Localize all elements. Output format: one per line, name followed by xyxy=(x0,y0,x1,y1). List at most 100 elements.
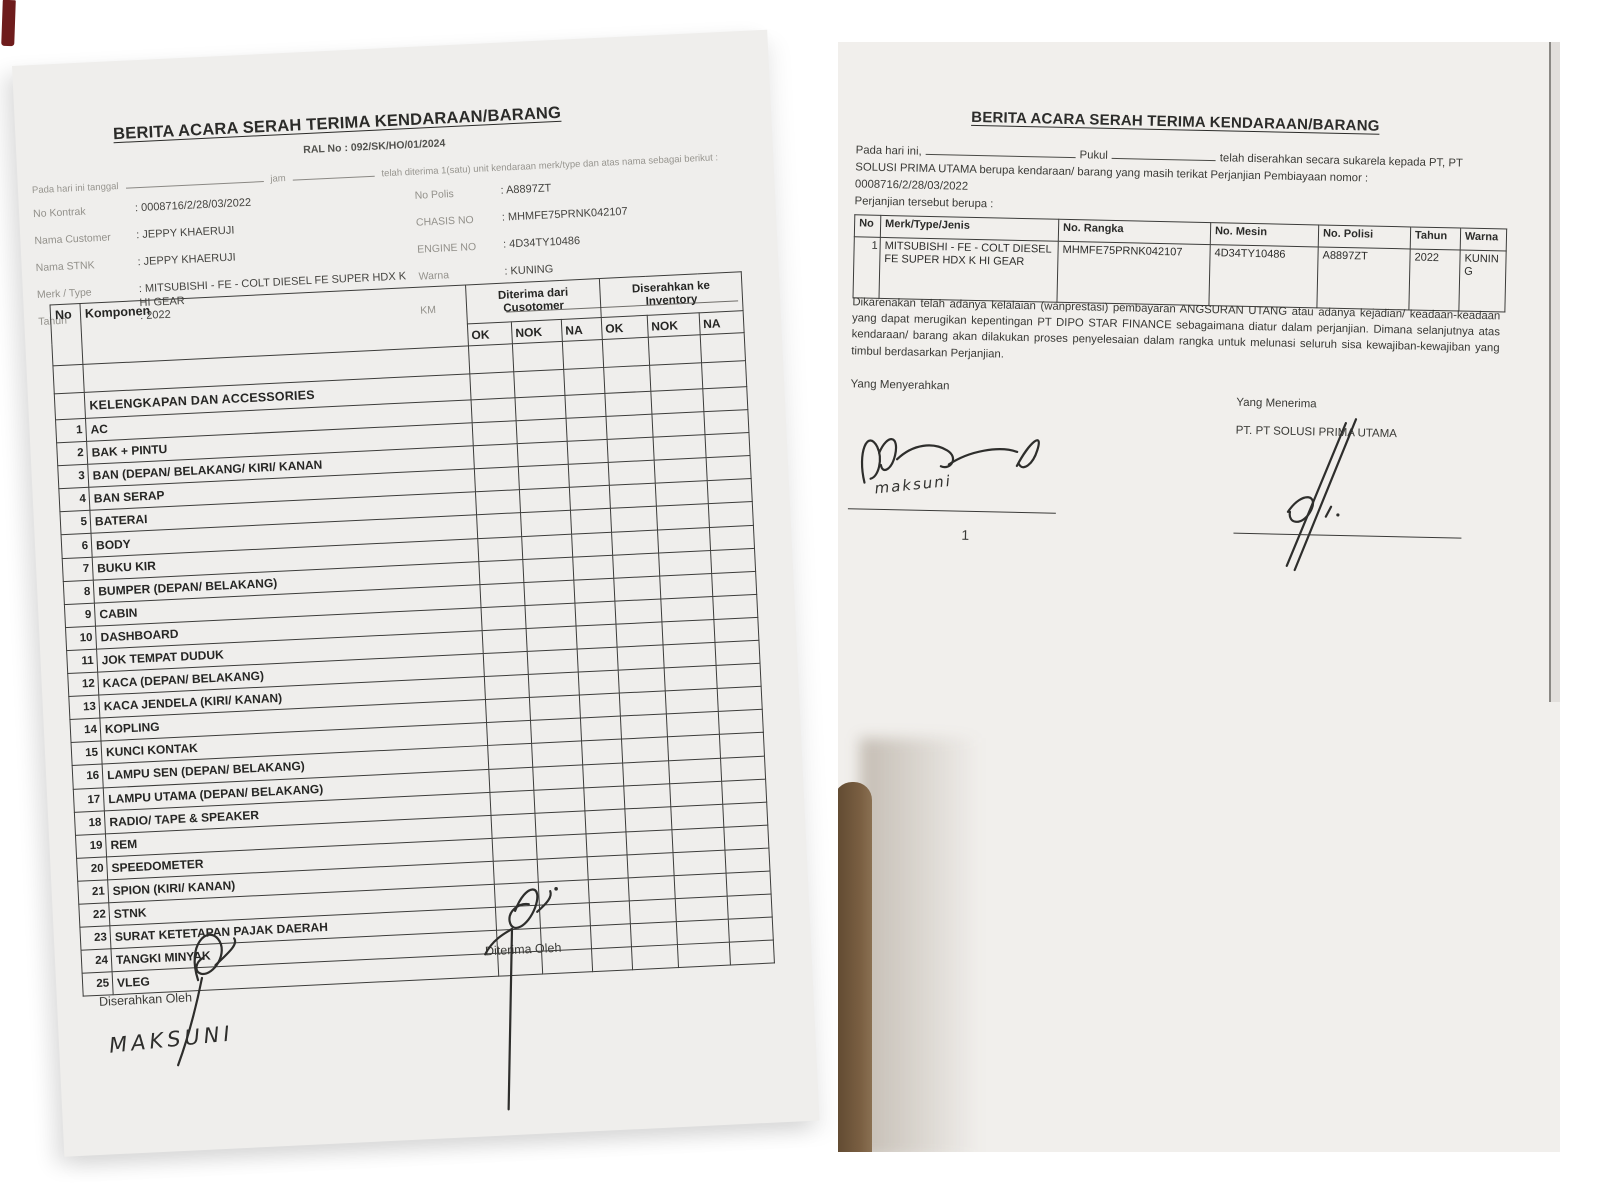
checkbox-cell xyxy=(483,651,529,677)
checkbox-cell xyxy=(481,605,527,631)
cell xyxy=(54,392,86,420)
signature-menerima-icon xyxy=(1285,418,1358,572)
checkbox-cell xyxy=(703,409,750,435)
signature-menyerahkan-icon xyxy=(860,438,1040,484)
row-number: 13 xyxy=(68,695,100,720)
checkbox-cell xyxy=(492,836,538,862)
checkbox-cell xyxy=(607,437,655,463)
checkbox-cell xyxy=(700,332,746,363)
checkbox-cell xyxy=(606,414,654,440)
checkbox-cell xyxy=(488,766,534,793)
checkbox-cell xyxy=(490,812,537,839)
checkbox-cell xyxy=(666,711,720,738)
left-page: BERITA ACARA SERAH TERIMA KENDARAAN/BARA… xyxy=(12,29,820,1157)
checkbox-cell xyxy=(722,801,768,828)
row-number: 25 xyxy=(82,971,114,997)
checkbox-cell xyxy=(474,466,520,493)
vehicle-mesin: 4D34TY10486 xyxy=(1208,244,1319,308)
checkbox-cell xyxy=(522,556,574,583)
right-intro: Pada hari ini, Pukul telah diserahkan seca… xyxy=(854,142,1527,225)
body-paragraph: Dikarenakan telah adanya kelalaian (wanp… xyxy=(851,296,1501,361)
field-value: : A8897ZT xyxy=(500,182,552,197)
row-number: 12 xyxy=(67,672,99,697)
row-number: 14 xyxy=(69,718,102,743)
checkbox-cell xyxy=(580,716,622,742)
row-number: 21 xyxy=(77,879,109,905)
checkbox-cell xyxy=(590,923,632,949)
intro-suffix: telah diserahkan secara sukarela kepada … xyxy=(1219,152,1463,170)
vehicle-no: 1 xyxy=(853,236,881,299)
components-table: No Komponen Diterima dari Cusotomer Diser… xyxy=(49,271,775,997)
row-number: 6 xyxy=(61,533,93,559)
row-number: 16 xyxy=(72,764,104,789)
checkbox-cell xyxy=(485,697,531,723)
row-number: 4 xyxy=(58,487,90,513)
group-line: Diserahkan ke xyxy=(631,279,711,296)
checkbox-cell xyxy=(676,919,730,945)
checkbox-cell xyxy=(719,732,765,758)
field-label: CHASIS NO xyxy=(415,214,474,229)
intro-rest: telah diterima 1(satu) unit kendaraan me… xyxy=(381,152,719,180)
checkbox-cell xyxy=(716,663,762,689)
checkbox-cell xyxy=(724,847,771,874)
checkbox-cell xyxy=(714,640,761,666)
row-number: 15 xyxy=(71,741,103,766)
vehicle-polisi: A8897ZT xyxy=(1316,246,1411,310)
checkbox-cell xyxy=(602,337,650,368)
checkbox-cell xyxy=(570,508,612,534)
checkbox-cell xyxy=(707,478,753,505)
check-header: OK xyxy=(467,321,513,346)
checkbox-cell xyxy=(587,854,629,880)
checkbox-cell xyxy=(517,441,569,467)
checkbox-cell xyxy=(663,642,717,669)
row-number: 20 xyxy=(76,856,108,882)
checkbox-cell xyxy=(489,789,535,816)
checkbox-cell xyxy=(518,464,570,491)
row-number: 24 xyxy=(81,948,113,974)
checkbox-cell xyxy=(532,764,584,790)
checkbox-cell xyxy=(656,504,710,530)
checkbox-cell xyxy=(705,432,751,458)
vehicle-tahun: 2022 xyxy=(1408,248,1461,312)
checkbox-cell xyxy=(625,829,674,855)
checkbox-cell xyxy=(469,371,515,400)
checkbox-cell xyxy=(659,573,713,599)
checkbox-cell xyxy=(566,416,608,442)
checkbox-cell xyxy=(479,582,525,608)
blank-line xyxy=(292,165,375,181)
checkbox-cell xyxy=(476,513,522,539)
checkbox-cell xyxy=(664,665,718,692)
checkbox-cell xyxy=(585,831,628,857)
row-number: 23 xyxy=(79,925,111,951)
checkbox-cell xyxy=(564,393,607,419)
checkbox-cell xyxy=(629,898,677,924)
row-number: 18 xyxy=(74,810,106,836)
right-doc-title: BERITA ACARA SERAH TERIMA KENDARAAN/BARA… xyxy=(971,108,1380,135)
checkbox-cell xyxy=(576,624,618,650)
checkbox-cell xyxy=(579,693,621,719)
checkbox-cell xyxy=(726,871,772,897)
checkbox-cell xyxy=(584,808,626,834)
checkbox-cell xyxy=(628,875,676,901)
vehicle-merk: MITSUBISHI - FE - COLT DIESEL FE SUPER H… xyxy=(879,237,1059,303)
row-number: 17 xyxy=(73,787,105,812)
checkbox-cell xyxy=(649,362,703,392)
checkbox-cell xyxy=(577,647,619,673)
cell xyxy=(52,364,85,394)
intro-jam-label: jam xyxy=(270,173,286,185)
checkbox-cell xyxy=(673,850,727,876)
intro-tanggal-label: Pada hari ini tanggal xyxy=(31,181,119,197)
field-label: ENGINE NO xyxy=(416,240,477,256)
checkbox-cell xyxy=(616,621,664,648)
column-header: Tahun xyxy=(1410,226,1461,251)
checkbox-cell xyxy=(657,527,711,553)
checkbox-cell xyxy=(728,917,774,943)
checkbox-cell xyxy=(723,824,769,851)
checkbox-cell xyxy=(487,743,533,769)
row-number: 9 xyxy=(64,602,96,628)
checkbox-cell xyxy=(583,785,625,811)
checkbox-cell xyxy=(533,787,585,813)
group-line: Inventory xyxy=(645,293,698,308)
checkbox-cell xyxy=(623,783,671,809)
column-header: No. Polisi xyxy=(1318,224,1411,249)
